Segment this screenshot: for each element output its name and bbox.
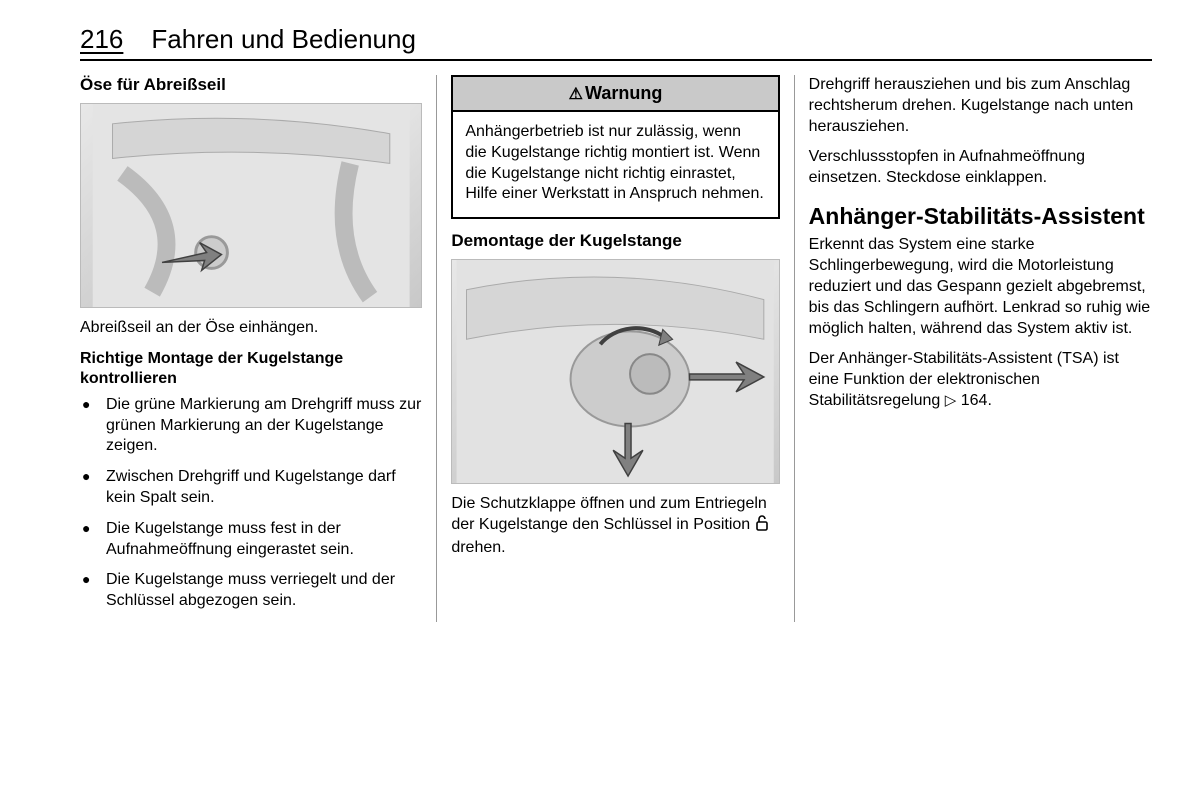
key-unlock-icon [755,515,769,538]
col1-heading: Öse für Abreißseil [80,75,422,95]
column-2: ⚠Warnung Anhängerbetrieb ist nur zulässi… [437,75,794,622]
caption-text-before: Die Schutzklappe öffnen und zum Entriege… [451,495,766,533]
col3-paragraph-1: Drehgriff herausziehen und bis zum Ansch… [809,75,1152,137]
list-item: Zwischen Drehgriff und Kugelstange darf … [80,467,422,509]
list-item: Die Kugelstange muss fest in der Aufnahm… [80,519,422,561]
column-3: Drehgriff herausziehen und bis zum Ansch… [795,75,1152,622]
manual-page: 216 Fahren und Bedienung Öse für Abreißs… [0,0,1200,646]
p4-text-after: . [987,392,991,409]
col3-paragraph-3: Erkennt das System eine starke Schlinger… [809,235,1152,339]
page-number: 216 [80,24,123,55]
page-header: 216 Fahren und Bedienung [80,24,1152,61]
illustration-removal [451,259,779,484]
warning-title: ⚠Warnung [453,77,777,112]
col2-caption: Die Schutzklappe öffnen und zum Entriege… [451,494,779,558]
list-item: Die Kugelstange muss verriegelt und der … [80,570,422,612]
warning-body: Anhängerbetrieb ist nur zulässig, wenn d… [453,112,777,217]
content-columns: Öse für Abreißseil Abreißseil an der Öse… [80,75,1152,622]
column-1: Öse für Abreißseil Abreißseil an der Öse… [80,75,437,622]
list-item: Die grüne Markierung am Drehgriff muss z… [80,395,422,457]
warning-box: ⚠Warnung Anhängerbetrieb ist nur zulässi… [451,75,779,219]
col1-subheading: Richtige Montage der Kugelstange kontrol… [80,349,422,389]
col1-bullet-list: Die grüne Markierung am Drehgriff muss z… [80,395,422,612]
illustration-eyelet [80,103,422,308]
col3-paragraph-4: Der Anhänger-Stabilitäts-Assistent (TSA)… [809,349,1152,411]
col1-caption: Abreißseil an der Öse einhängen. [80,318,422,339]
page-title: Fahren und Bedienung [151,24,416,55]
col3-big-heading: Anhänger-Stabilitäts-Assistent [809,203,1152,229]
cross-reference-icon: ▷ [945,392,957,409]
cross-reference-page: 164 [961,392,988,409]
warning-title-text: Warnung [585,83,662,103]
warning-triangle-icon: ⚠ [569,86,583,103]
col3-paragraph-2: Verschlussstopfen in Aufnahmeöffnung ein… [809,147,1152,189]
col2-heading: Demontage der Kugelstange [451,231,779,251]
caption-text-after: drehen. [451,539,505,556]
